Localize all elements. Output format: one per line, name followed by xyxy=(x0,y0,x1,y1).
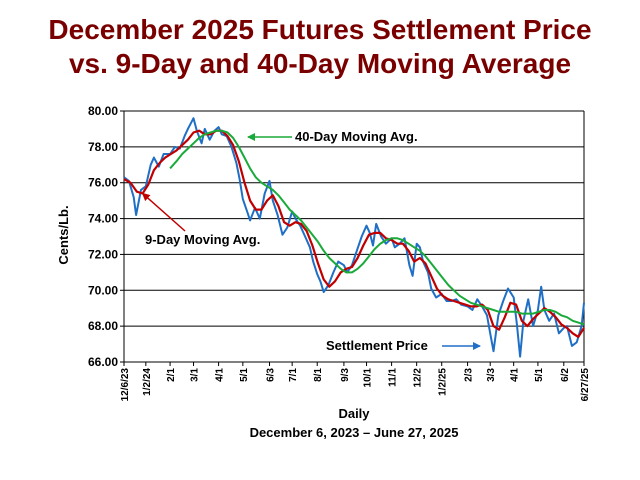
chart-title-line1: December 2025 Futures Settlement Price xyxy=(48,14,592,45)
ma9-annotation-arrow xyxy=(141,192,186,232)
chart-title-line2: vs. 9-Day and 40-Day Moving Average xyxy=(68,48,572,79)
ma9-annotation-label: 9-Day Moving Avg. xyxy=(145,232,260,247)
x-tick-label: 2/3 xyxy=(464,368,475,382)
x-tick-label: 8/1 xyxy=(313,368,324,382)
x-tick-label: 4/1 xyxy=(215,368,226,382)
y-tick-label: 66.00 xyxy=(88,355,118,369)
grid-lines xyxy=(123,110,585,363)
x-axis-label: Daily xyxy=(338,406,370,421)
y-tick-label: 68.00 xyxy=(88,319,118,333)
x-tick-label: 3/3 xyxy=(486,368,497,382)
x-tick-label: 4/1 xyxy=(510,368,521,382)
y-tick-label: 70.00 xyxy=(88,283,118,297)
ma40-annotation-label: 40-Day Moving Avg. xyxy=(295,129,418,144)
ma9-line xyxy=(123,129,585,338)
annotations: 40-Day Moving Avg. 9-Day Moving Avg. Settl… xyxy=(141,129,481,353)
x-tick-label: 9/3 xyxy=(340,368,351,382)
x-tick-label: 5/1 xyxy=(534,368,545,382)
x-tick-label: 3/1 xyxy=(190,368,201,382)
x-tick-label: 12/6/23 xyxy=(120,368,131,402)
x-axis-ticks: 12/6/23 1/2/24 2/1 3/1 4/1 5/1 6/3 7/1 8/1 9/3 10/… xyxy=(120,362,591,401)
x-tick-label: 6/3 xyxy=(266,368,277,382)
x-tick-label: 1/2/24 xyxy=(142,368,153,396)
y-tick-label: 72.00 xyxy=(88,247,118,261)
y-axis-label: Cents/Lb. xyxy=(56,205,71,264)
x-tick-label: 6/27/25 xyxy=(580,368,591,402)
ma40-line xyxy=(169,129,585,326)
x-tick-label: 2/1 xyxy=(166,368,177,382)
y-tick-label: 78.00 xyxy=(88,140,118,154)
x-tick-label: 5/1 xyxy=(239,368,250,382)
x-tick-label: 7/1 xyxy=(288,368,299,382)
x-tick-label: 10/1 xyxy=(363,368,374,388)
x-axis-sublabel: December 6, 2023 – June 27, 2025 xyxy=(250,425,459,440)
settlement-annotation-label: Settlement Price xyxy=(326,338,428,353)
x-tick-label: 12/2 xyxy=(413,368,424,388)
x-tick-label: 1/2/25 xyxy=(438,368,449,396)
y-axis-ticks: 66.00 68.00 70.00 72.00 74.00 76.00 78.00 80.00 xyxy=(88,104,124,369)
series-lines xyxy=(123,117,585,358)
x-tick-label: 11/1 xyxy=(388,368,399,387)
x-tick-label: 6/2 xyxy=(560,368,571,382)
y-tick-label: 74.00 xyxy=(88,212,118,226)
y-tick-label: 80.00 xyxy=(88,104,118,118)
y-tick-label: 76.00 xyxy=(88,176,118,190)
